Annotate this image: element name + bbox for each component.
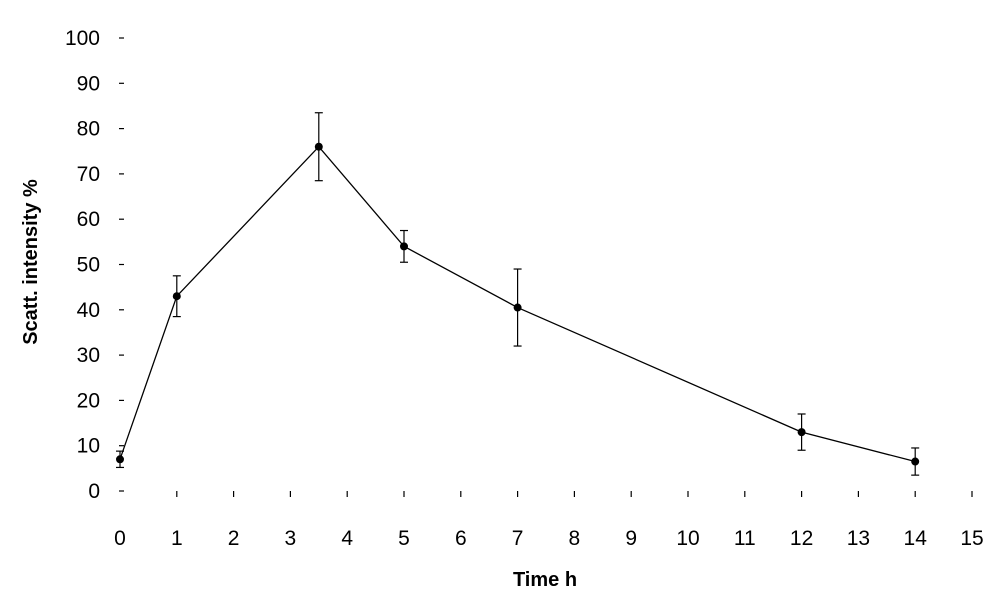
y-tick-label: 40 — [77, 299, 100, 322]
y-tick-label: 10 — [77, 435, 100, 458]
y-tick-label: 70 — [77, 163, 100, 186]
data-point — [172, 292, 181, 301]
x-tick-label: 12 — [790, 527, 813, 550]
data-point — [911, 457, 920, 466]
y-tick-label: 30 — [77, 344, 100, 367]
x-tick-label: 8 — [569, 527, 581, 550]
y-tick-label: 50 — [77, 254, 100, 277]
data-point — [513, 303, 522, 312]
y-tick-label: 0 — [88, 480, 100, 503]
x-tick-label: 14 — [904, 527, 928, 550]
y-tick-label: 90 — [77, 72, 100, 95]
x-tick-label: 13 — [847, 527, 870, 550]
x-tick-label: 4 — [341, 527, 353, 550]
data-point — [314, 142, 323, 151]
y-axis-title: Scatt. intensity % — [20, 179, 42, 345]
x-tick-label: 11 — [734, 527, 756, 550]
x-tick-label: 6 — [455, 527, 467, 550]
x-tick-label: 5 — [398, 527, 410, 550]
x-tick-label: 15 — [960, 527, 983, 550]
x-tick-label: 2 — [228, 527, 240, 550]
x-tick-label: 0 — [114, 527, 126, 550]
series-layer — [116, 112, 920, 476]
x-tick-label: 1 — [171, 527, 183, 550]
data-point — [400, 242, 408, 251]
x-tick-label: 3 — [285, 527, 297, 550]
x-tick-label: 10 — [676, 527, 699, 550]
y-tick-label: 80 — [77, 118, 100, 141]
x-axis: 0 1 2 3 4 5 6 7 8 9 10 11 12 13 14 15 — [114, 491, 984, 550]
y-axis: 0 10 20 30 40 50 60 70 80 90 100 — [65, 27, 124, 503]
x-tick-label: 9 — [625, 527, 637, 550]
data-point — [116, 455, 124, 464]
y-tick-label: 100 — [65, 27, 100, 50]
x-tick-label: 7 — [512, 527, 524, 550]
data-point — [797, 428, 806, 437]
y-tick-label: 20 — [77, 389, 100, 412]
x-axis-title: Time h — [513, 569, 577, 591]
y-tick-label: 60 — [77, 208, 100, 231]
